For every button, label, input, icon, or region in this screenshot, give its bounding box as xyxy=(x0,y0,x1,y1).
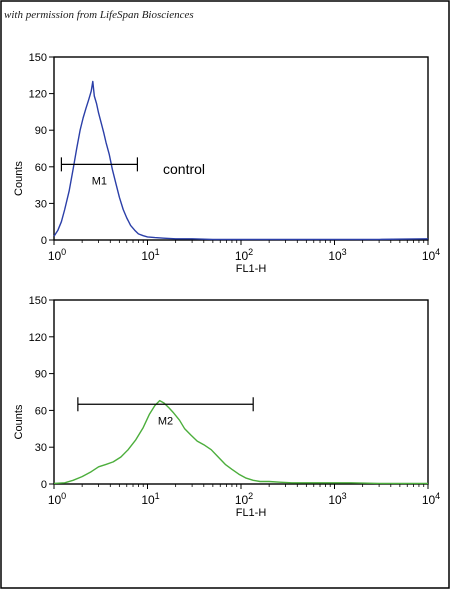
x-tick-label: 103 xyxy=(328,491,346,507)
x-tick-label: 101 xyxy=(141,491,159,507)
plot-frame xyxy=(53,299,429,485)
panel-annotation: control xyxy=(163,161,205,177)
y-tick-label: 150 xyxy=(29,52,47,64)
y-tick-label: 150 xyxy=(29,295,47,307)
histogram-panel-control: 0 30 60 90 120 150 100 101 102 103 104 FL1-H Counts M… xyxy=(13,52,440,275)
y-tick-label: 60 xyxy=(35,162,47,174)
y-tick-label: 30 xyxy=(35,442,47,454)
x-axis-label: FL1-H xyxy=(236,507,267,519)
y-tick-label: 60 xyxy=(35,405,47,417)
y-tick-label: 0 xyxy=(41,235,47,247)
credit-text: with permission from LifeSpan Bioscience… xyxy=(4,9,194,21)
histogram-panel-sample: 0 30 60 90 120 150 100 101 102 103 104 FL1-H Counts M… xyxy=(13,295,440,519)
y-tick-label: 90 xyxy=(35,369,47,381)
y-tick-label: 120 xyxy=(29,332,47,344)
x-tick-label: 104 xyxy=(422,247,440,263)
x-tick-label: 103 xyxy=(328,247,346,263)
x-tick-label: 102 xyxy=(235,491,253,507)
y-axis-label: Counts xyxy=(13,404,25,439)
y-tick-label: 30 xyxy=(35,198,47,210)
x-tick-label: 104 xyxy=(422,491,440,507)
plot-frame xyxy=(53,56,429,241)
y-tick-label: 120 xyxy=(29,89,47,101)
x-tick-label: 100 xyxy=(48,247,66,263)
y-axis-label: Counts xyxy=(13,161,25,196)
histogram-trace xyxy=(53,399,428,485)
marker-label: M2 xyxy=(158,415,173,427)
x-tick-label: 101 xyxy=(141,247,159,263)
x-tick-label: 100 xyxy=(48,491,66,507)
x-tick-label: 102 xyxy=(235,247,253,263)
x-axis-label: FL1-H xyxy=(236,263,267,275)
marker-label: M1 xyxy=(92,175,107,187)
y-tick-label: 90 xyxy=(35,125,47,137)
histogram-trace xyxy=(53,80,429,241)
y-tick-label: 0 xyxy=(41,479,47,491)
